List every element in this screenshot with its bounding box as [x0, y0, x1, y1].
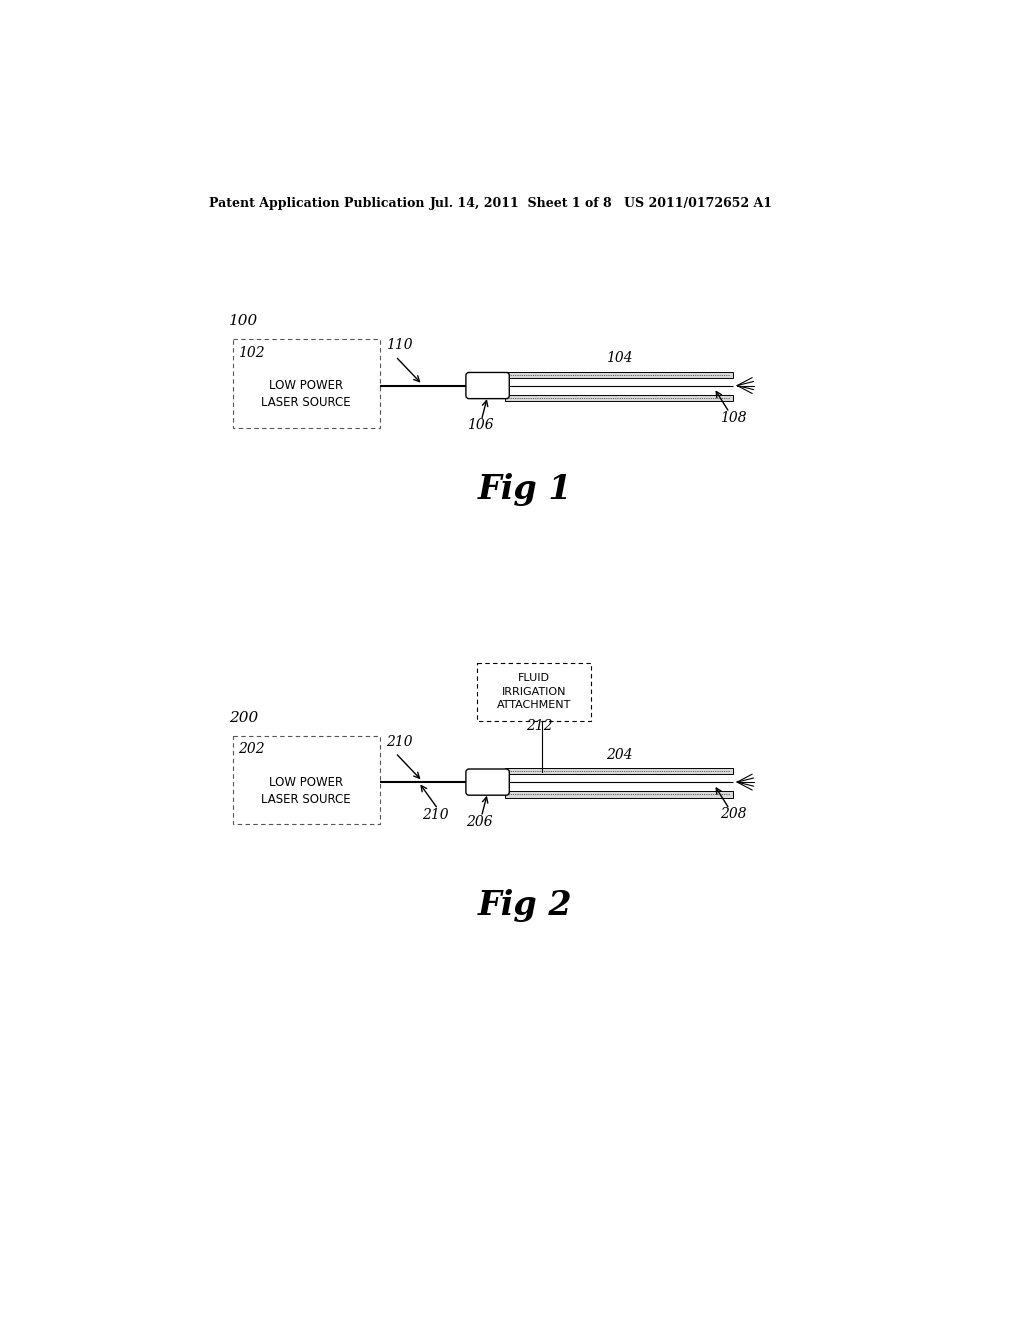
FancyBboxPatch shape: [466, 372, 509, 399]
FancyBboxPatch shape: [505, 768, 733, 775]
FancyBboxPatch shape: [232, 339, 380, 428]
Text: FLUID
IRRIGATION
ATTACHMENT: FLUID IRRIGATION ATTACHMENT: [497, 673, 571, 710]
Text: Patent Application Publication: Patent Application Publication: [209, 197, 425, 210]
FancyBboxPatch shape: [232, 737, 380, 825]
Text: 102: 102: [238, 346, 264, 359]
Text: 100: 100: [228, 314, 258, 329]
Text: 110: 110: [386, 338, 413, 352]
Text: LOW POWER
LASER SOURCE: LOW POWER LASER SOURCE: [261, 379, 351, 409]
Text: 204: 204: [605, 748, 632, 762]
Text: 104: 104: [605, 351, 632, 366]
FancyBboxPatch shape: [505, 395, 733, 401]
Text: Fig 1: Fig 1: [477, 473, 572, 506]
Text: 212: 212: [526, 718, 553, 733]
FancyBboxPatch shape: [505, 792, 733, 797]
FancyBboxPatch shape: [505, 372, 733, 378]
Text: 202: 202: [238, 742, 264, 756]
Text: Fig 2: Fig 2: [477, 888, 572, 921]
Text: Jul. 14, 2011  Sheet 1 of 8: Jul. 14, 2011 Sheet 1 of 8: [430, 197, 613, 210]
Text: 200: 200: [228, 711, 258, 725]
Text: 108: 108: [720, 411, 746, 425]
Text: US 2011/0172652 A1: US 2011/0172652 A1: [624, 197, 772, 210]
FancyBboxPatch shape: [466, 770, 509, 795]
FancyBboxPatch shape: [477, 663, 592, 721]
Text: 210: 210: [386, 735, 413, 748]
Text: 206: 206: [467, 814, 494, 829]
Text: 208: 208: [720, 808, 746, 821]
Text: 106: 106: [467, 418, 494, 433]
Text: 210: 210: [422, 808, 449, 822]
Text: LOW POWER
LASER SOURCE: LOW POWER LASER SOURCE: [261, 776, 351, 805]
